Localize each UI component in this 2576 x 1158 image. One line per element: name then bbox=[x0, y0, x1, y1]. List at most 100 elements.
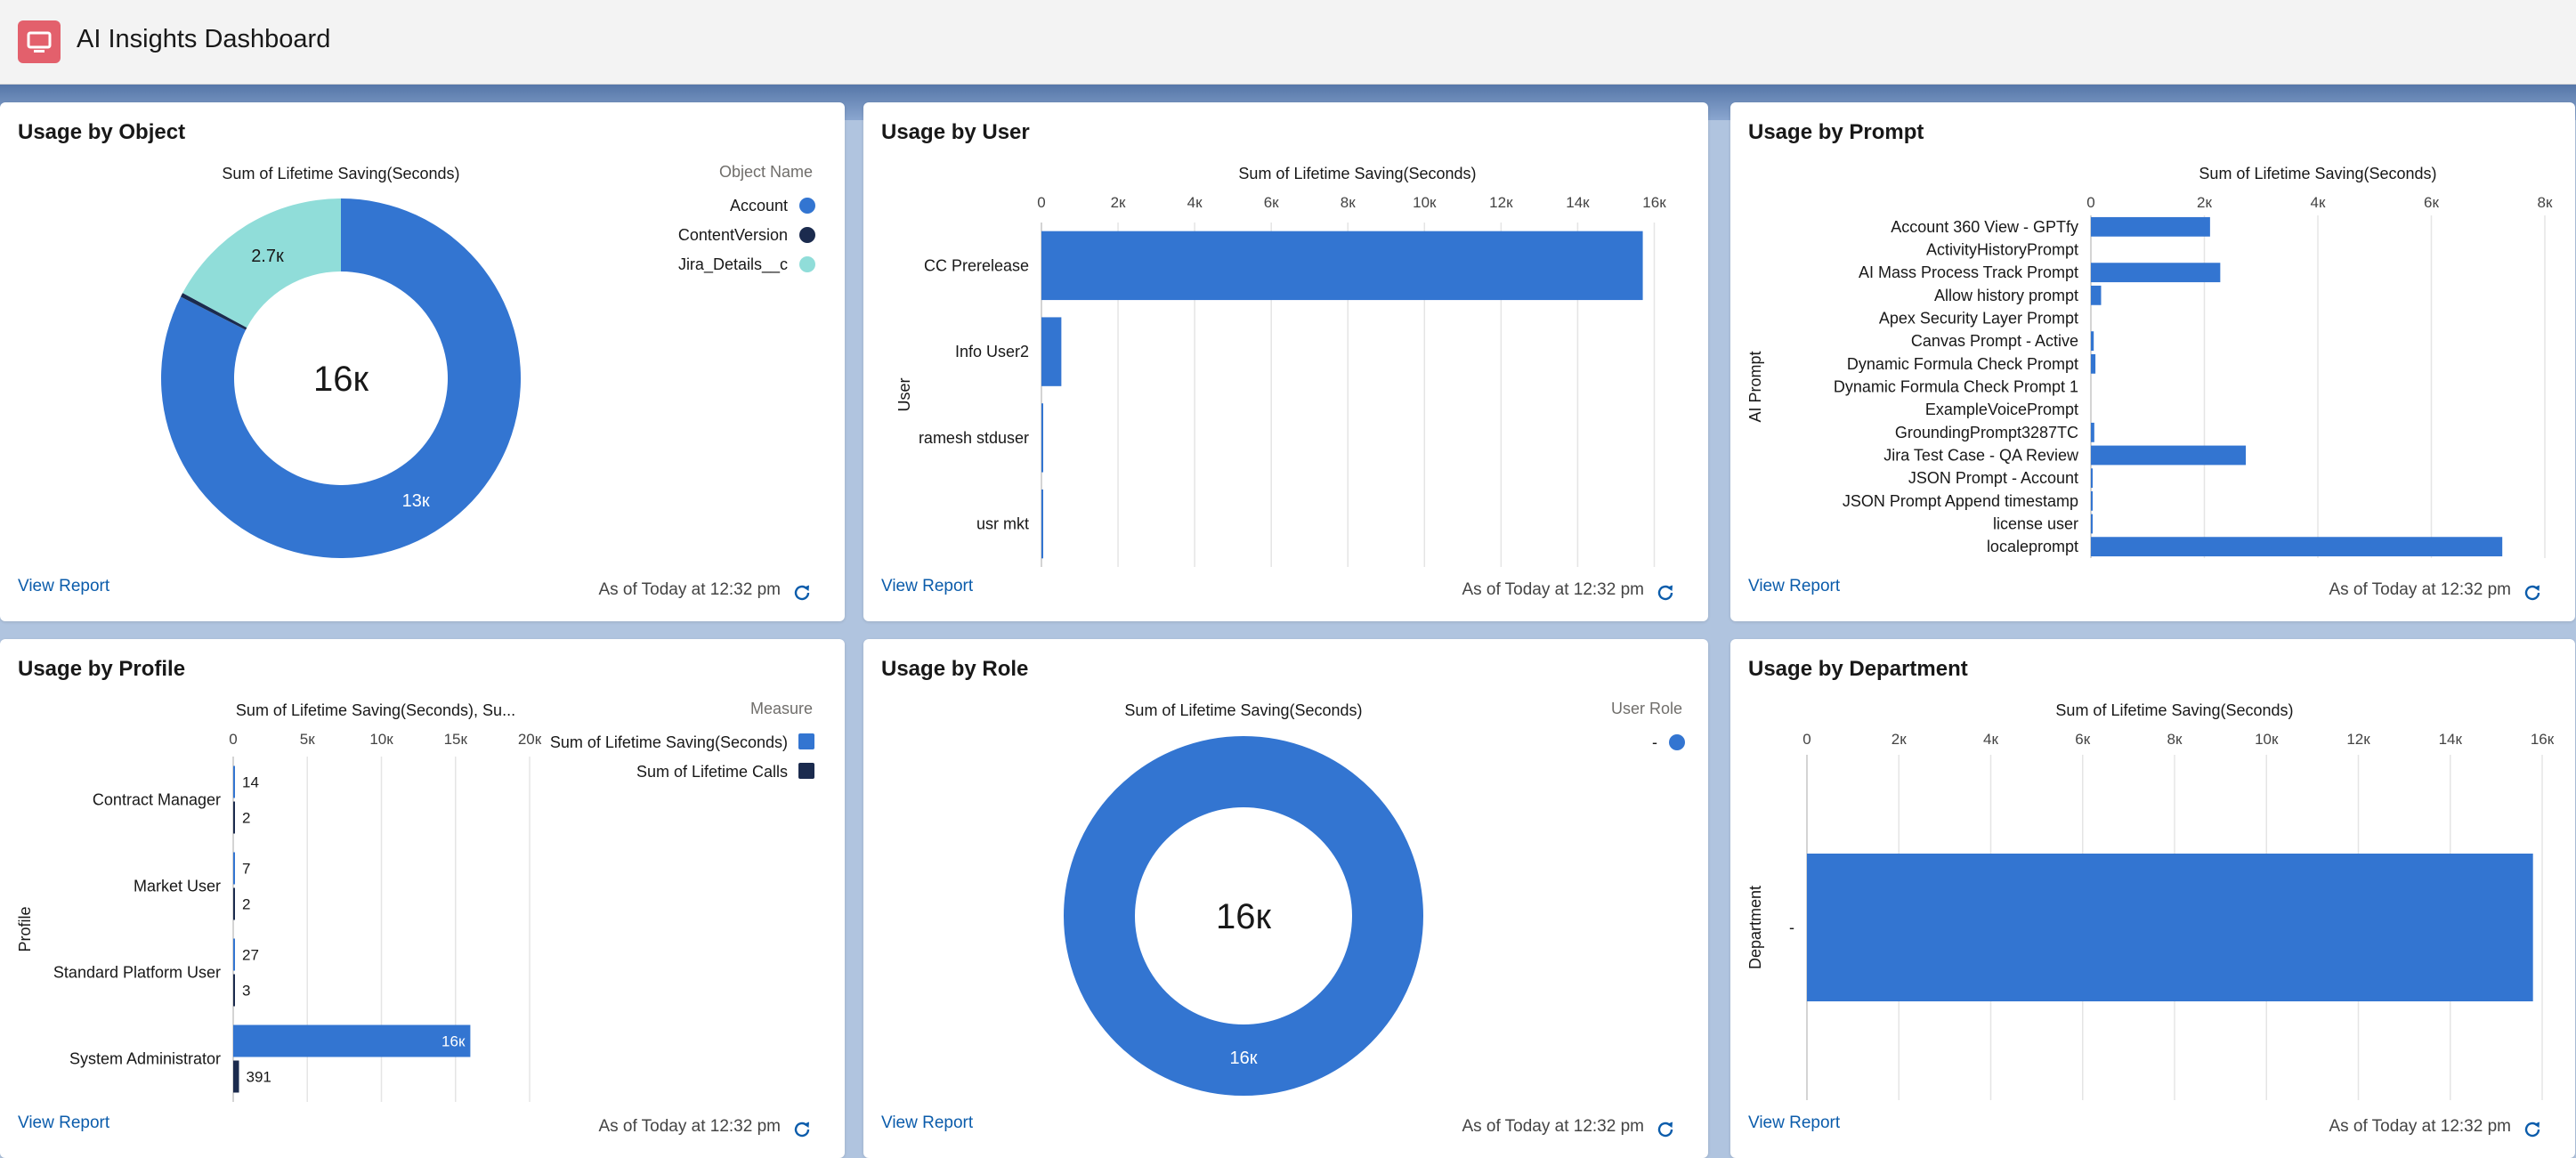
legend-item-label: ContentVersion bbox=[678, 226, 788, 244]
view-report-link[interactable]: View Report bbox=[18, 577, 110, 595]
bar bbox=[2091, 468, 2093, 489]
y-category-label: GroundingPrompt3287TC bbox=[1895, 424, 2078, 441]
y-axis-title: User bbox=[895, 377, 913, 411]
donut-slice bbox=[1064, 736, 1423, 1096]
chart-title: Sum of Lifetime Saving(Seconds), Su... bbox=[236, 701, 515, 719]
y-category-label: CC Prerelease bbox=[924, 256, 1029, 274]
bar-data-label: 14 bbox=[242, 774, 259, 791]
donut-center-total: 16к bbox=[313, 360, 369, 399]
y-category-label: Dynamic Formula Check Prompt 1 bbox=[1834, 378, 2078, 396]
view-report-link[interactable]: View Report bbox=[1748, 1113, 1841, 1132]
legend-title: Measure bbox=[750, 700, 813, 717]
as-of-timestamp: As of Today at 12:32 pm bbox=[2329, 580, 2511, 599]
bar-data-label: 2 bbox=[242, 810, 250, 827]
y-category-label: AI Mass Process Track Prompt bbox=[1859, 263, 2078, 281]
refresh-icon[interactable] bbox=[2522, 1119, 2543, 1140]
view-report-link[interactable]: View Report bbox=[881, 1113, 974, 1132]
card-title: Usage by Profile bbox=[18, 657, 186, 681]
legend-swatch bbox=[799, 256, 815, 272]
bar bbox=[233, 852, 235, 885]
refresh-icon[interactable] bbox=[2522, 582, 2543, 603]
refresh-icon[interactable] bbox=[791, 1119, 813, 1140]
bar bbox=[2091, 422, 2094, 442]
view-report-link[interactable]: View Report bbox=[881, 577, 974, 595]
y-category-label: ramesh stduser bbox=[919, 429, 1029, 447]
view-report-link[interactable]: View Report bbox=[18, 1113, 110, 1132]
y-category-label: ActivityHistoryPrompt bbox=[1926, 241, 2078, 259]
bar bbox=[2091, 331, 2094, 352]
x-tick-label: 14к bbox=[1566, 194, 1590, 211]
x-tick-label: 16к bbox=[1642, 194, 1666, 211]
x-tick-label: 8к bbox=[2167, 731, 2183, 748]
card-usage-by-role: Usage by Role Sum of Lifetime Saving(Sec… bbox=[863, 639, 1708, 1158]
x-tick-label: 8к bbox=[2538, 194, 2553, 211]
y-category-label: JSON Prompt - Account bbox=[1908, 469, 2078, 487]
bar bbox=[233, 801, 235, 834]
x-tick-label: 4к bbox=[1187, 194, 1203, 211]
y-category-label: Canvas Prompt - Active bbox=[1911, 332, 2078, 350]
as-of-timestamp: As of Today at 12:32 pm bbox=[598, 580, 781, 599]
view-report-link[interactable]: View Report bbox=[1748, 577, 1841, 595]
legend-item-label: - bbox=[1652, 733, 1657, 751]
card-usage-by-object: Usage by Object Sum of Lifetime Saving(S… bbox=[0, 102, 845, 621]
x-tick-label: 0 bbox=[1037, 194, 1045, 211]
x-tick-label: 6к bbox=[1264, 194, 1279, 211]
role-donut-chart[interactable]: Sum of Lifetime Saving(Seconds) 16к 16к Use… bbox=[863, 639, 1708, 1158]
bar bbox=[2091, 285, 2102, 305]
card-usage-by-prompt: Usage by Prompt Sum of Lifetime Saving(S… bbox=[1730, 102, 2575, 621]
bar-data-label: 16к bbox=[441, 1033, 466, 1050]
y-category-label: Apex Security Layer Prompt bbox=[1879, 310, 2078, 328]
card-title: Usage by Role bbox=[881, 657, 1029, 681]
profile-bar-chart[interactable]: Sum of Lifetime Saving(Seconds), Su... 0 5… bbox=[0, 639, 845, 1158]
legend-swatch bbox=[798, 733, 814, 749]
user-bar-chart[interactable]: Sum of Lifetime Saving(Seconds) 0 2к 4к 6к 8к… bbox=[863, 102, 1708, 621]
bar bbox=[233, 765, 235, 798]
as-of-timestamp: As of Today at 12:32 pm bbox=[1462, 580, 1644, 599]
bar-data-label: 7 bbox=[242, 861, 250, 878]
refresh-icon[interactable] bbox=[791, 582, 813, 603]
y-category-label: Info User2 bbox=[955, 343, 1029, 360]
bar bbox=[2091, 537, 2503, 557]
legend-item-label: Sum of Lifetime Calls bbox=[636, 763, 788, 781]
x-tick-label: 10к bbox=[2255, 731, 2279, 748]
x-tick-label: 0 bbox=[229, 731, 237, 748]
prompt-bar-chart[interactable]: Sum of Lifetime Saving(Seconds) 0 2к 4к 6к 8к… bbox=[1730, 102, 2575, 621]
slice-data-label: 13к bbox=[402, 491, 430, 511]
y-category-label: ExampleVoicePrompt bbox=[1925, 401, 2078, 418]
bar bbox=[2091, 490, 2093, 511]
y-axis-title: Profile bbox=[16, 906, 34, 952]
monitor-icon bbox=[18, 20, 61, 63]
bar bbox=[1041, 403, 1043, 473]
y-category-label: Jira Test Case - QA Review bbox=[1883, 447, 2079, 465]
y-axis-title: Department bbox=[1746, 886, 1764, 969]
x-tick-label: 8к bbox=[1341, 194, 1356, 211]
x-tick-label: 6к bbox=[2075, 731, 2090, 748]
y-category-label: Account 360 View - GPTfy bbox=[1891, 218, 2078, 236]
x-tick-label: 2к bbox=[1111, 194, 1126, 211]
object-donut-chart[interactable]: Sum of Lifetime Saving(Seconds) 13к 2.7к 16… bbox=[0, 102, 845, 621]
bar-data-label: 3 bbox=[242, 983, 250, 1000]
x-tick-label: 0 bbox=[2086, 194, 2094, 211]
department-bar-chart[interactable]: Sum of Lifetime Saving(Seconds) 0 2к 4к 6к 8к… bbox=[1730, 639, 2575, 1158]
x-tick-label: 16к bbox=[2531, 731, 2555, 748]
bar bbox=[1041, 317, 1062, 386]
refresh-icon[interactable] bbox=[1655, 1119, 1676, 1140]
as-of-timestamp: As of Today at 12:32 pm bbox=[1462, 1117, 1644, 1136]
x-tick-label: 2к bbox=[2197, 194, 2212, 211]
card-usage-by-department: Usage by Department Sum of Lifetime Savi… bbox=[1730, 639, 2575, 1158]
legend-title: Object Name bbox=[719, 163, 813, 181]
slice-data-label: 16к bbox=[1230, 1049, 1258, 1068]
x-tick-label: 14к bbox=[2439, 731, 2463, 748]
chart-title: Sum of Lifetime Saving(Seconds) bbox=[2199, 165, 2436, 182]
bar bbox=[233, 1060, 239, 1093]
y-category-label: Standard Platform User bbox=[53, 964, 221, 982]
bar-data-label: 2 bbox=[242, 896, 250, 913]
donut-center-total: 16к bbox=[1216, 897, 1271, 936]
bar bbox=[2091, 216, 2210, 237]
refresh-icon[interactable] bbox=[1655, 582, 1676, 603]
y-axis-title: AI Prompt bbox=[1746, 351, 1764, 422]
y-category-label: localeprompt bbox=[1987, 538, 2078, 555]
bar bbox=[1807, 854, 2533, 1001]
card-title: Usage by Object bbox=[18, 120, 186, 144]
bar bbox=[233, 938, 235, 971]
